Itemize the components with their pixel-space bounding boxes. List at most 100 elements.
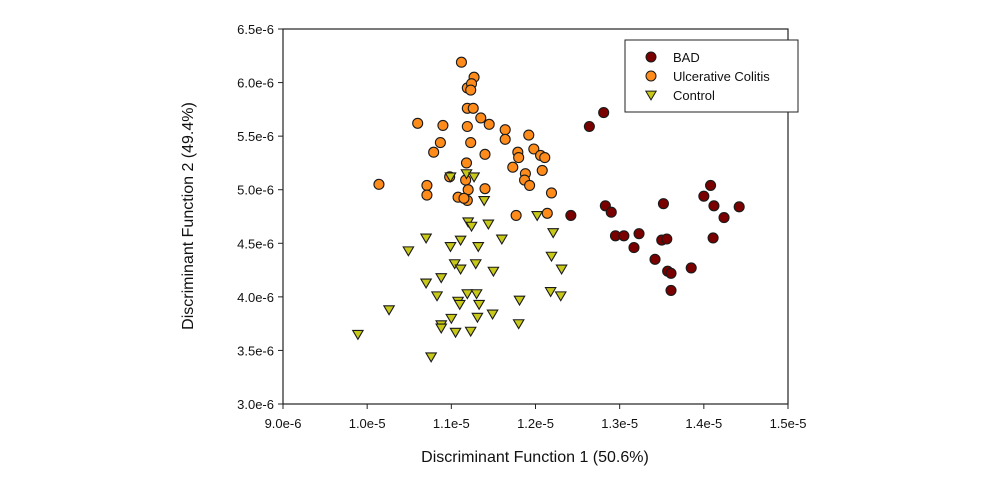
point-control [351,329,365,341]
point-ulcerative-colitis [545,187,558,199]
point-bad [598,107,610,119]
point-ulcerative-colitis [479,148,491,160]
point-ulcerative-colitis [528,143,540,155]
point-control [444,242,457,253]
point-control [472,299,486,311]
point-control [454,264,467,276]
point-ulcerative-colitis [541,207,553,219]
point-control [382,305,396,316]
point-bad [707,232,719,244]
point-control [469,259,482,270]
point-control [472,242,485,253]
point-bad [618,230,630,242]
legend-marker-control [644,90,658,101]
point-ulcerative-colitis [465,84,477,96]
point-bad [698,190,710,202]
point-bad [705,179,717,191]
point-bad [718,212,730,224]
point-control [477,195,491,207]
point-bad [565,209,577,221]
x-tick-label: 9.0e-6 [265,416,302,431]
point-bad [657,198,669,210]
point-control [482,219,495,231]
point-control [544,287,557,298]
point-control [424,352,438,363]
point-ulcerative-colitis [458,192,470,204]
y-tick-label: 6.5e-6 [237,22,274,37]
y-tick-label: 3.5e-6 [237,343,274,358]
x-axis-title: Discriminant Function 1 (50.6%) [421,449,649,466]
point-control [531,210,544,222]
point-bad [685,262,697,274]
point-ulcerative-colitis [412,117,424,129]
point-ulcerative-colitis [461,120,473,133]
point-ulcerative-colitis [460,157,473,169]
point-ulcerative-colitis [421,179,433,191]
y-tick-label: 4.5e-6 [237,236,274,251]
point-control [545,251,558,263]
point-control [448,259,461,270]
legend-label-ulcerative-colitis: Ulcerative Colitis [673,69,770,84]
point-control [435,323,448,334]
point-ulcerative-colitis [455,56,467,68]
y-tick-label: 3.0e-6 [237,397,274,412]
legend-marker-ulcerative-colitis [645,70,657,82]
point-control [487,266,500,278]
y-tick-label: 4.0e-6 [237,290,274,305]
y-axis: 3.0e-6 3.5e-6 4.0e-6 4.5e-6 5.0e-6 5.5e-6 6.0e… [237,22,283,412]
x-tick-label: 1.2e-5 [517,416,554,431]
point-ulcerative-colitis [499,124,511,136]
x-tick-label: 1.1e-5 [433,416,470,431]
point-control [513,295,526,307]
point-control [464,326,477,338]
point-control [465,221,478,233]
point-control [470,289,483,300]
point-bad [661,233,673,245]
point-control [554,291,567,302]
point-control [486,309,499,321]
point-ulcerative-colitis [434,137,446,149]
point-ulcerative-colitis [483,118,495,130]
point-bad [628,242,640,254]
point-control [471,312,484,324]
point-ulcerative-colitis [475,112,487,124]
point-control [435,273,448,284]
point-ulcerative-colitis [479,183,491,195]
point-bad [665,267,677,279]
point-bad [583,120,595,133]
point-ulcerative-colitis [510,209,522,221]
point-ulcerative-colitis [467,102,479,114]
point-ulcerative-colitis [428,146,440,158]
point-control [430,291,444,302]
point-ulcerative-colitis [465,137,477,149]
point-ulcerative-colitis [437,119,449,131]
point-bad [649,253,661,265]
x-axis: 9.0e-6 1.0e-5 1.1e-5 1.2e-5 1.3e-5 1.4e-5 1.5e… [265,404,807,431]
legend-label-control: Control [673,88,715,103]
point-ulcerative-colitis [513,152,525,164]
x-tick-label: 1.4e-5 [685,416,722,431]
y-tick-label: 5.0e-6 [237,183,274,198]
y-tick-label: 5.5e-6 [237,129,274,144]
point-control [467,172,481,183]
x-tick-label: 1.5e-5 [770,416,807,431]
y-axis-title: Discriminant Function 2 (49.4%) [180,102,197,330]
point-control [547,228,560,239]
point-control [461,289,474,300]
point-ulcerative-colitis [524,179,536,191]
point-control [449,327,462,339]
point-control [402,246,415,257]
point-ulcerative-colitis [523,129,535,141]
point-bad [633,228,645,240]
point-control [444,172,457,183]
point-control [453,299,466,311]
point-bad [605,206,617,218]
point-control [419,278,433,289]
point-bad [665,284,677,296]
legend-label-bad: BAD [673,50,700,65]
point-control [512,319,525,330]
legend: BAD Ulcerative Colitis Control [624,39,799,113]
point-ulcerative-colitis [536,164,548,176]
point-control [495,234,508,246]
